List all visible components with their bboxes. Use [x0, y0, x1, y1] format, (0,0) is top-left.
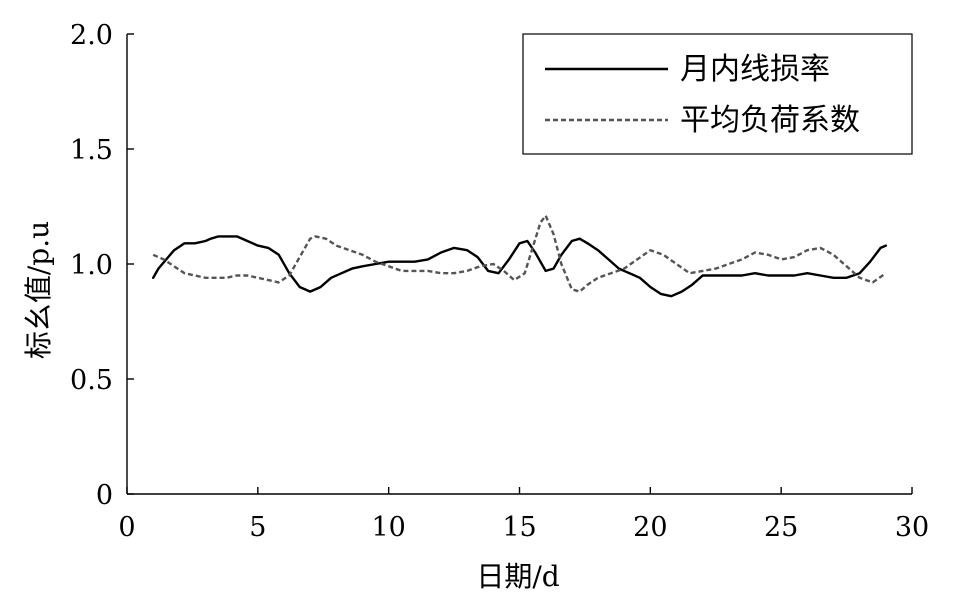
y-tick-label: 2.0	[70, 20, 113, 51]
x-tick-label: 25	[764, 512, 798, 543]
legend-label-load-factor: 平均负荷系数	[680, 103, 860, 138]
y-tick-label: 1.0	[70, 250, 113, 281]
x-tick-label: 15	[502, 512, 536, 543]
x-tick-label: 30	[895, 512, 929, 543]
y-axis-title: 标幺值/p.u	[22, 221, 55, 359]
y-tick-label: 0.5	[70, 365, 113, 396]
x-tick-label: 5	[249, 512, 266, 543]
x-tick-label: 20	[633, 512, 667, 543]
legend-label-line-loss: 月内线损率	[680, 52, 830, 87]
x-tick-label: 10	[371, 512, 405, 543]
series-average-load-factor	[152, 214, 887, 293]
y-tick-label: 1.5	[70, 135, 113, 166]
x-tick-label: 0	[118, 512, 135, 543]
x-axis-title: 日期/d	[476, 560, 559, 593]
series-line-loss-rate	[151, 235, 888, 298]
legend-box	[522, 33, 913, 155]
legend: 月内线损率 平均负荷系数	[522, 33, 913, 155]
y-tick-label: 0	[96, 480, 113, 511]
